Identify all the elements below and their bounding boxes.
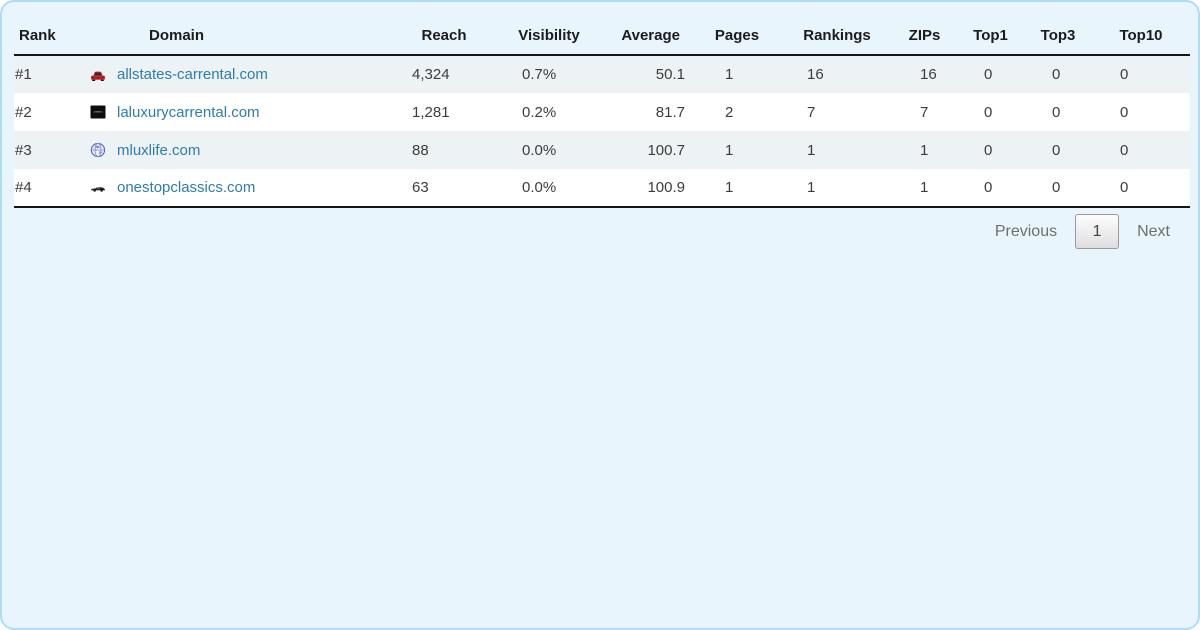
domain-link[interactable]: mluxlife.com: [117, 141, 201, 159]
top1-cell: 0: [984, 66, 993, 83]
page-number-button[interactable]: 1: [1075, 214, 1120, 249]
zips-cell: 1: [920, 141, 929, 159]
top3-cell: 0: [1052, 103, 1061, 121]
classic-car-favicon-icon: [91, 186, 105, 192]
header-rank: Rank: [14, 16, 84, 56]
pages-cell: 1: [692, 169, 782, 208]
header-visibility: Visibility: [494, 16, 604, 56]
reach-cell: 63: [394, 169, 494, 208]
top10-cell: 0: [1120, 103, 1129, 121]
pagination: Previous 1 Next: [995, 214, 1170, 249]
table-row: #2 laluxurycarrental.com 1,281 0.2% 81.7…: [14, 93, 1190, 131]
top10-cell: 0: [1092, 169, 1190, 208]
domain-cell: onestopclassics.com: [84, 169, 394, 208]
dark-photo-favicon-icon: [90, 105, 106, 119]
average-cell: 100.7: [647, 141, 685, 159]
domain-link[interactable]: allstates-carrental.com: [117, 66, 268, 83]
previous-button[interactable]: Previous: [994, 222, 1058, 240]
top10-cell: 0: [1120, 141, 1129, 159]
rank-cell: #1: [15, 66, 32, 83]
header-top3: Top3: [1024, 16, 1092, 56]
top3-cell: 0: [1052, 66, 1061, 83]
rank-cell: #3: [15, 141, 32, 159]
reach-cell: 88: [412, 141, 429, 159]
table-row: #4 onestopclassics.com 63 0.0% 100.9: [14, 169, 1190, 208]
domain-cell: laluxurycarrental.com: [84, 93, 394, 131]
top3-cell: 0: [1024, 169, 1092, 208]
reach-cell: 1,281: [412, 103, 450, 121]
visibility-cell: 0.0%: [522, 141, 557, 159]
visibility-cell: 0.7%: [522, 66, 557, 83]
rank-cell: #4: [14, 169, 84, 208]
domain-link[interactable]: laluxurycarrental.com: [117, 103, 260, 121]
average-cell: 81.7: [655, 103, 685, 121]
rankings-cell: 16: [807, 66, 824, 83]
domain-cell: mluxlife.com: [84, 131, 394, 169]
rankings-cell: 7: [807, 103, 816, 121]
globe-favicon-icon: [90, 142, 106, 158]
top1-cell: 0: [957, 169, 1024, 208]
table-row: #1 allstates-carrental: [14, 55, 1190, 93]
rankings-cell: 1: [807, 141, 816, 159]
reach-cell: 4,324: [412, 66, 450, 83]
header-zips: ZIPs: [892, 16, 957, 56]
pages-cell: 1: [725, 141, 734, 159]
top1-cell: 0: [984, 141, 993, 159]
competitors-table: Rank Domain Reach Visibility Average Pag…: [14, 16, 1190, 208]
red-car-favicon-icon: [91, 71, 105, 81]
average-cell: 100.9: [604, 169, 692, 208]
zips-cell: 1: [892, 169, 957, 208]
visibility-cell: 0.2%: [522, 103, 557, 121]
header-domain: Domain: [84, 16, 394, 56]
rank-cell: #2: [15, 103, 32, 121]
zips-cell: 7: [920, 103, 929, 121]
pages-cell: 1: [725, 66, 734, 83]
header-pages: Pages: [692, 16, 782, 56]
header-top10: Top10: [1092, 16, 1190, 56]
domain-cell: allstates-carrental.com: [84, 55, 394, 93]
header-average: Average: [604, 16, 692, 56]
zips-cell: 16: [920, 66, 937, 83]
header-reach: Reach: [394, 16, 494, 56]
table-row: #3 mluxlife.com 88 0.0%: [14, 131, 1190, 169]
domain-link[interactable]: onestopclassics.com: [117, 179, 256, 196]
next-button[interactable]: Next: [1137, 222, 1170, 240]
table-header-row: Rank Domain Reach Visibility Average Pag…: [14, 16, 1190, 56]
header-rankings: Rankings: [782, 16, 892, 56]
top3-cell: 0: [1052, 141, 1061, 159]
top1-cell: 0: [984, 103, 993, 121]
average-cell: 50.1: [655, 66, 685, 83]
top10-cell: 0: [1120, 66, 1129, 83]
pages-cell: 2: [725, 103, 734, 121]
rankings-cell: 1: [782, 169, 892, 208]
header-top1: Top1: [957, 16, 1024, 56]
visibility-cell: 0.0%: [494, 169, 604, 208]
